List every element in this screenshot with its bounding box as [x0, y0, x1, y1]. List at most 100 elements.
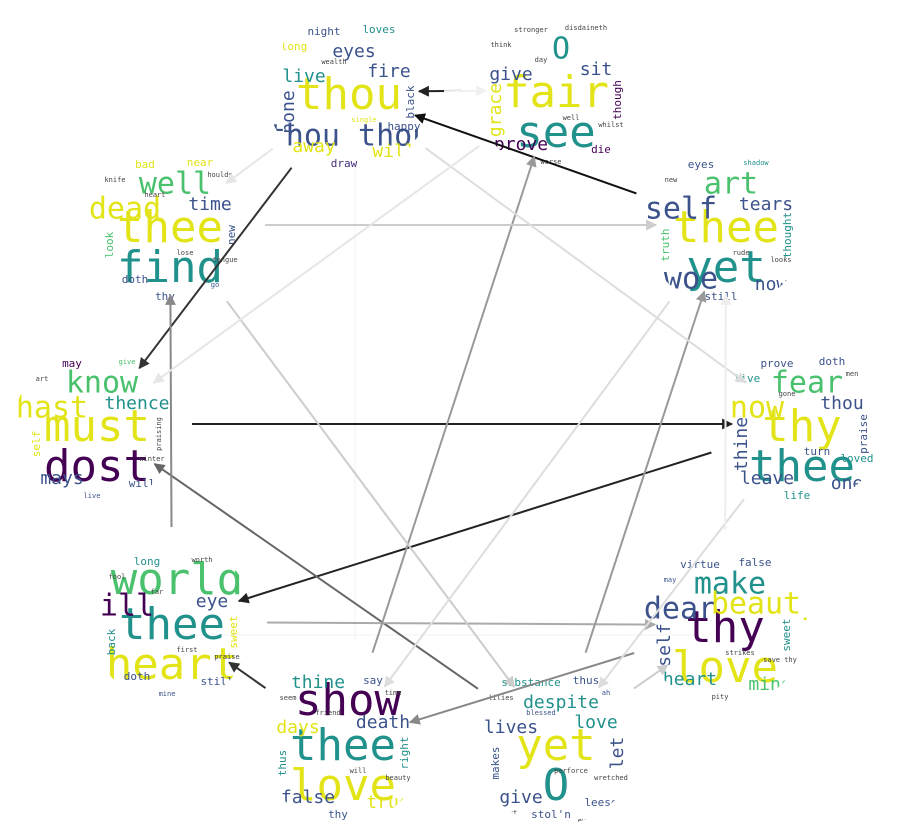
cloud-word: thee — [119, 599, 225, 650]
cloud-word: lives — [484, 717, 538, 738]
cloud-word: leese — [584, 796, 617, 809]
cloud-word: love — [290, 760, 396, 811]
cloud-word: eyes — [688, 158, 715, 171]
cloud-word: bad — [135, 158, 155, 171]
cloud-word: look — [103, 231, 116, 258]
cloud-word: will — [129, 477, 156, 490]
cloud-word: true — [366, 792, 409, 813]
edge-arrow — [584, 290, 707, 654]
cloud-word: yet — [516, 720, 595, 771]
cloud-word: love — [574, 712, 617, 733]
cloud-word: thou thou — [268, 119, 431, 154]
edge-arrow — [425, 147, 747, 384]
cloud-word: love — [672, 642, 778, 693]
cloud-word: back — [105, 628, 118, 655]
cloud-word: fear — [771, 366, 843, 401]
cloud-word: thou — [296, 69, 402, 120]
cloud-word: perforce — [554, 767, 588, 775]
cloud-word: art — [36, 375, 49, 383]
edge-arrow — [153, 463, 479, 690]
cloud-word: rude — [733, 249, 750, 257]
cloud-word: false — [281, 787, 335, 808]
cloud-word: lilies — [488, 694, 513, 702]
cloud-word: days — [276, 717, 319, 738]
cloud-word: near — [187, 156, 214, 169]
cloud-word: O — [543, 760, 570, 811]
cloud-word: thine — [291, 672, 345, 693]
cloud-word: long — [134, 555, 161, 568]
cloud-word: may — [62, 357, 82, 370]
cloud-word: praise — [214, 653, 239, 661]
cloud-word: stronger — [514, 26, 548, 34]
cloud-word: though — [611, 80, 624, 120]
cloud-word: eye — [196, 591, 229, 612]
edge-arrow — [371, 155, 537, 654]
cloud-word: black — [404, 85, 417, 118]
cloud-word: live — [84, 492, 101, 500]
cloud-word: dear — [644, 592, 716, 627]
cloud-word: tears — [739, 194, 793, 215]
cloud-word: let — [607, 737, 628, 770]
edge-arrow — [225, 300, 516, 688]
cloud-word: think — [490, 41, 512, 49]
edge-arrow — [164, 293, 176, 528]
cloud-word: false — [738, 556, 771, 569]
cloud-word: life — [784, 489, 811, 502]
cloud-word: new — [665, 176, 678, 184]
cloud-word: eyes — [332, 41, 375, 62]
edge-arrow — [597, 498, 745, 689]
edge-arrow — [237, 451, 712, 604]
cloud-word: know — [66, 366, 139, 401]
cloud-word: fire — [367, 61, 410, 82]
cloud-word: turn — [804, 445, 831, 458]
cloud-word: makes — [489, 746, 502, 779]
cloud-word: wretched — [594, 774, 628, 782]
cloud-word: thus — [573, 674, 600, 687]
cloud-word: strikes — [725, 649, 755, 657]
cloud-word: live — [282, 66, 325, 87]
cloud-word: beauty — [711, 587, 819, 622]
cloud-word: eyes — [578, 817, 595, 825]
cloud-word: well — [139, 167, 211, 202]
cloud-word: one — [831, 473, 864, 494]
edge-arrow — [266, 619, 657, 631]
cloud-word: find — [117, 242, 223, 293]
cloud-word: thought — [781, 212, 794, 258]
cloud-word: thy — [685, 602, 764, 653]
cloud-word: wealth — [321, 58, 346, 66]
cloud-word: thee — [290, 720, 396, 771]
edge-arrow — [720, 293, 732, 531]
cloud-word: truth — [659, 228, 672, 261]
cloud-word: give — [489, 64, 532, 85]
cloud-word: thine — [731, 417, 752, 471]
cloud-word: far — [151, 588, 164, 596]
cloud-word: sit — [580, 59, 613, 80]
cloud-word: happy — [387, 120, 420, 133]
edge-arrow — [152, 145, 480, 384]
cloud-word: gone — [779, 390, 796, 398]
cloud-word: night — [307, 25, 340, 38]
cloud-word: fool — [109, 573, 126, 581]
cloud-word: dost — [44, 441, 150, 492]
cloud-word: leave — [740, 468, 794, 489]
cloud-word: make — [694, 567, 766, 602]
cloud-word: go — [211, 281, 219, 289]
cloud-word: time — [385, 689, 402, 697]
cloud-word: will — [372, 141, 415, 162]
cloud-word: new — [225, 225, 238, 245]
cloud-word: thee — [117, 202, 223, 253]
cloud-word: blessed — [526, 709, 556, 717]
cloud-word: mays — [40, 468, 83, 489]
cloud-word: worth — [191, 556, 212, 564]
cloud-word: virtue — [680, 558, 720, 571]
cloud-word: long — [281, 40, 308, 53]
cloud-word: death — [356, 712, 410, 733]
cloud-word: knife — [104, 176, 125, 184]
cloud-word: looks — [770, 256, 791, 264]
